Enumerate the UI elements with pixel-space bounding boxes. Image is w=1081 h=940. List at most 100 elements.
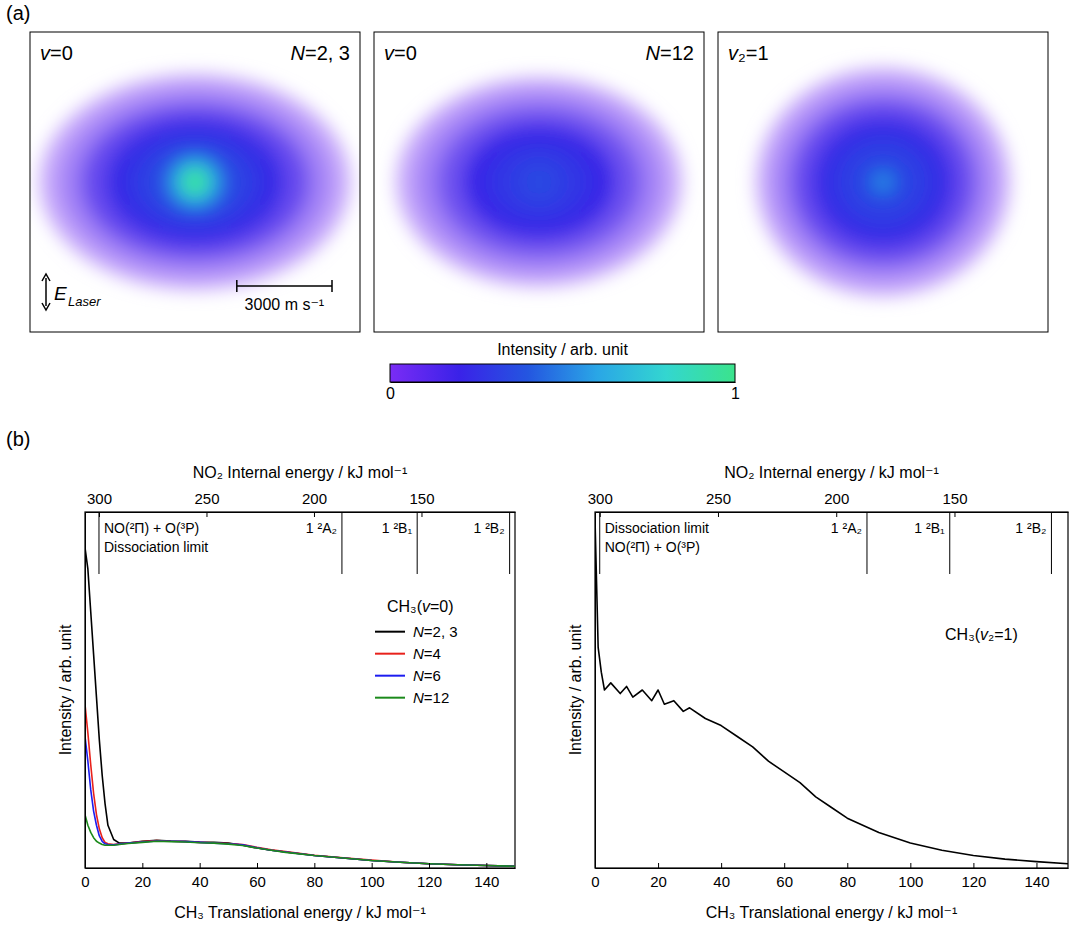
tick-mark [257,863,258,868]
text-part: =2, 3 [424,623,458,640]
tick: 80 [839,863,856,890]
tick: 1 [731,382,740,402]
x2-axis-title: NO₂ Internal energy / kJ mol⁻¹ [724,464,939,481]
tick-mark [421,512,422,517]
axis [595,513,596,869]
axis-line [86,868,516,869]
intensity-contour [154,149,237,216]
tick-mark [429,863,430,868]
legend-label: N=2, 3 [413,623,458,640]
text-part: =12 [660,42,694,64]
plot-frame [595,512,1068,868]
tick: 120 [961,863,986,890]
figure: (a)v=0N=2, 3ELaser3000 m s⁻¹v=0N=12v₂=1I… [0,0,1081,940]
tick-label: 140 [474,873,499,890]
tick-label: 0 [81,873,89,890]
image-panel: v=0N=12 [374,32,704,332]
y-axis-title: Intensity / arb. unit [567,624,584,755]
polarization-arrow-head [42,274,50,281]
tick-mark [206,512,207,517]
image-label: N=2, 3 [291,42,351,64]
tick-label: 150 [409,490,434,507]
intensity-contour [835,138,930,227]
legend-swatch [375,697,405,699]
intensity-contour [488,142,590,221]
colorbar-title: Intensity / arb. unit [497,341,628,358]
intensity-contour [132,136,259,228]
intensity-contour [870,170,895,194]
tick-mark [314,863,315,868]
tick: 250 [194,490,219,517]
state-label: 1 ²B₁ [382,520,413,536]
state-label: Dissociation limit [605,520,709,536]
state-line [98,512,99,574]
tick-label: 20 [650,873,667,890]
image-data [756,68,1010,297]
tick: 100 [360,863,385,890]
intensity-contour [415,92,663,273]
legend-swatch [375,631,405,633]
polarization-arrow-head [42,303,50,310]
axis [85,513,86,869]
line-chart: 020406080100120140300250200150CH₃ Transl… [57,464,516,921]
scale-bar [237,280,332,292]
intensity-contour [877,176,890,189]
tick: 60 [776,863,793,890]
axis-line [85,513,86,869]
tick: 20 [134,863,151,890]
tick: 80 [306,863,323,890]
tick-label: 40 [192,873,209,890]
tick-label: 80 [306,873,323,890]
image-blur [756,68,1010,297]
image-background [718,32,1048,332]
axis: 300250200150 [588,490,1069,517]
intensity-contour [437,107,640,256]
image-data [396,77,682,287]
legend-label: N=6 [413,667,441,684]
tick-mark [721,863,722,868]
state-label: NO(²Π) + O(³P) [104,520,199,536]
legend-title: CH₃(v=0) [387,598,454,615]
polarization-symbol: E [54,283,67,304]
text-part: =0) [430,598,454,615]
tick: 120 [417,863,442,890]
panel-letter: (a) [6,2,30,24]
image-label: v=0 [40,42,73,64]
state-label: 1 ²B₂ [1015,520,1046,536]
text-part: N [413,623,424,640]
intensity-contour [178,165,213,200]
x-axis-title: CH₃ Translational energy / kJ mol⁻¹ [706,904,958,921]
tick-label: 300 [588,490,613,507]
tick-mark [847,863,848,868]
y-axis-title: Intensity / arb. unit [57,624,74,755]
plot-data [85,548,515,867]
intensity-contour [81,104,309,260]
colorbar: Intensity / arb. unit01 [386,341,740,402]
polarization-subscript: Laser [68,294,101,309]
text-part: N [413,667,424,684]
image-frame [374,32,704,332]
tick: 150 [942,490,967,517]
series-label: CH₃(v₂=1) [945,626,1018,643]
text-part: N [646,42,661,64]
tick: 100 [898,863,923,890]
tick-mark [658,863,659,868]
text-part: CH₃( [945,626,981,643]
image-label: v₂=1 [728,42,769,64]
legend-swatch [375,653,405,655]
text-part: ₂=1) [988,626,1018,643]
polarization-arrow [45,278,47,306]
intensity-contour [525,169,554,196]
tick-mark [1036,863,1037,868]
plot-frame [85,512,515,868]
tick-label: 200 [824,490,849,507]
state-line [949,512,950,574]
state-line [509,512,510,574]
state-label: 1 ²A₂ [831,520,862,536]
text-part: =2, 3 [305,42,350,64]
state-label: 1 ²B₁ [914,520,945,536]
state-line [599,512,600,574]
state-line [417,512,418,574]
text-part: =0 [50,42,73,64]
tick-label: 80 [839,873,856,890]
